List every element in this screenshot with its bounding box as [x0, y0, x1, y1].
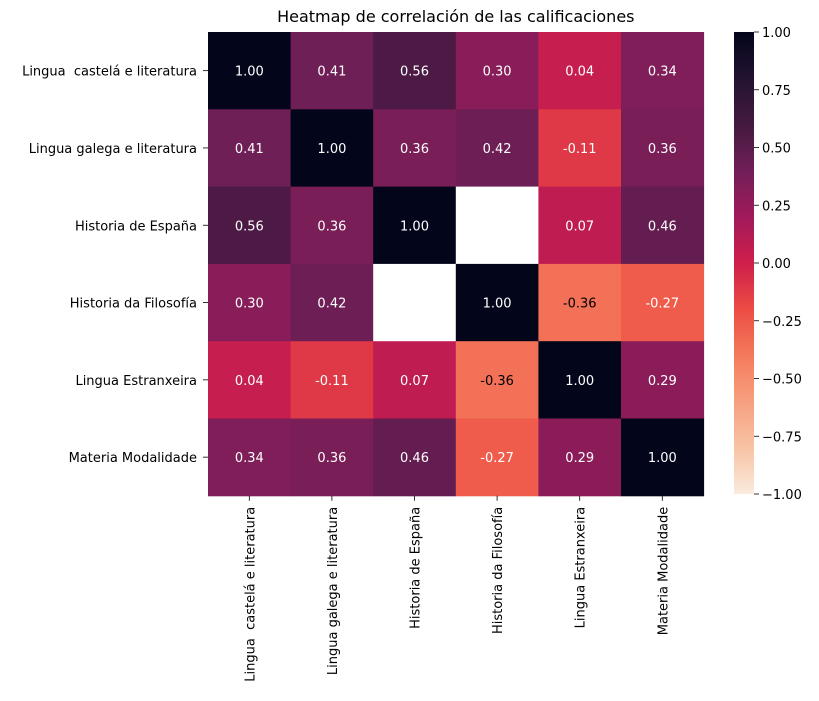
heatmap-cell-label-r3-c3: 1.00	[483, 297, 512, 312]
colorbar	[734, 32, 754, 494]
colorbar-tick-label-0: 1.00	[762, 26, 791, 41]
heatmap-cell-r2-c5	[621, 186, 705, 265]
heatmap-cell-r3-c2	[373, 263, 457, 342]
row-tick-label-3: Historia da Filosofía	[70, 297, 197, 312]
heatmap-cell-r3-c4	[538, 263, 622, 342]
heatmap-cell-label-r3-c1: 0.42	[317, 297, 346, 312]
colorbar-ticks: 1.00 0.75 0.50 0.25 0.00 −0.25 −0.50 −0.75 −1.00	[754, 26, 802, 503]
row-tick-label-1: Lingua galega e literatura	[29, 142, 197, 157]
heatmap-cell-label-r0-c3: 0.30	[483, 65, 512, 80]
heatmap-cell-label-r4-c2: 0.07	[400, 374, 429, 389]
heatmap-cell-label-r0-c4: 0.04	[565, 65, 594, 80]
heatmap-cell-label-r3-c4: -0.36	[563, 297, 597, 312]
heatmap-cell-r1-c1	[290, 109, 374, 188]
colorbar-tick-label-4: 0.00	[762, 257, 791, 272]
heatmap-cell-r4-c1	[290, 341, 374, 419]
heatmap-cell-label-r2-c4: 0.07	[565, 219, 594, 234]
heatmap-cell-label-r4-c1: -0.11	[315, 374, 349, 389]
heatmap-cell-r1-c2	[373, 109, 457, 188]
heatmap-cell-label-r2-c1: 0.36	[317, 219, 346, 234]
heatmap-cell-r2-c3	[455, 186, 539, 265]
col-tick-label-1: Lingua galega e literatura	[326, 507, 341, 675]
heatmap-cell-r5-c2	[373, 418, 457, 497]
heatmap-cell-r4-c2	[373, 341, 457, 419]
heatmap-cell-label-r5-c3: -0.27	[480, 451, 514, 466]
heatmap-cell-r5-c5	[621, 418, 705, 497]
heatmap-cell-label-r5-c1: 0.36	[317, 451, 346, 466]
heatmap-cell-label-r2-c0: 0.56	[235, 219, 264, 234]
col-tick-label-3: Historia da Filosofía	[491, 507, 506, 634]
row-tick-label-2: Historia de España	[75, 219, 197, 234]
heatmap-cell-label-r0-c0: 1.00	[235, 65, 264, 80]
col-tick-label-5: Materia Modalidade	[656, 507, 671, 635]
colorbar-tick-label-5: −0.25	[762, 315, 802, 330]
col-tick-label-0: Lingua castelá e literatura	[243, 507, 258, 682]
heatmap-cell-label-r5-c0: 0.34	[235, 451, 264, 466]
heatmap-cell-r4-c4	[538, 341, 622, 419]
heatmap-cell-r4-c3	[455, 341, 539, 419]
heatmap-cell-r1-c5	[621, 109, 705, 188]
heatmap-cell-r4-c5	[621, 341, 705, 419]
heatmap-cell-r5-c0	[208, 418, 292, 497]
heatmap-cell-label-r1-c4: -0.11	[563, 142, 597, 157]
heatmap-cell-r0-c5	[621, 32, 705, 110]
heatmap-cell-r0-c1	[290, 32, 374, 110]
colorbar-tick-label-8: −1.00	[762, 488, 802, 503]
heatmap-cell-r2-c4	[538, 186, 622, 265]
chart-title: Heatmap de correlación de las calificaci…	[277, 7, 634, 26]
heatmap-cell-r5-c1	[290, 418, 374, 497]
heatmap-cell-r3-c0	[208, 263, 292, 342]
heatmap-cells: 1.00 0.41 0.56 0.30 0.04 0.34 0.41 1.00 0.36 0.42…	[208, 32, 705, 497]
row-tick-labels: Lingua castelá e literatura Lingua galega…	[22, 65, 208, 466]
heatmap-cell-label-r1-c1: 1.00	[317, 142, 346, 157]
heatmap-cell-label-r3-c5: -0.27	[645, 297, 679, 312]
heatmap-cell-label-r5-c4: 0.29	[565, 451, 594, 466]
heatmap-cell-label-r0-c1: 0.41	[317, 65, 346, 80]
heatmap-cell-r0-c2	[373, 32, 457, 110]
colorbar-tick-label-2: 0.50	[762, 142, 791, 157]
row-tick-label-0: Lingua castelá e literatura	[22, 65, 197, 80]
heatmap-cell-label-r2-c2: 1.00	[400, 219, 429, 234]
heatmap-cell-r1-c0	[208, 109, 292, 188]
heatmap-cell-label-r1-c2: 0.36	[400, 142, 429, 157]
heatmap-cell-label-r3-c0: 0.30	[235, 297, 264, 312]
heatmap-cell-r0-c4	[538, 32, 622, 110]
colorbar-tick-label-1: 0.75	[762, 84, 791, 99]
colorbar-tick-label-7: −0.75	[762, 430, 802, 445]
heatmap-cell-label-r4-c4: 1.00	[565, 374, 594, 389]
col-tick-label-4: Lingua Estranxeira	[574, 507, 589, 629]
heatmap-cell-label-r5-c2: 0.46	[400, 451, 429, 466]
col-tick-labels: Lingua castelá e literatura Lingua galega…	[243, 495, 671, 682]
heatmap-cell-label-r4-c5: 0.29	[648, 374, 677, 389]
heatmap-cell-r5-c4	[538, 418, 622, 497]
heatmap-cell-label-r2-c5: 0.46	[648, 219, 677, 234]
heatmap-cell-label-r1-c5: 0.36	[648, 142, 677, 157]
heatmap-cell-label-r4-c0: 0.04	[235, 374, 264, 389]
row-tick-label-5: Materia Modalidade	[69, 451, 197, 466]
heatmap-cell-label-r5-c5: 1.00	[648, 451, 677, 466]
row-tick-label-4: Lingua Estranxeira	[75, 374, 197, 389]
heatmap-cell-r2-c2	[373, 186, 457, 265]
heatmap-cell-label-r1-c3: 0.42	[483, 142, 512, 157]
heatmap-cell-r1-c3	[455, 109, 539, 188]
heatmap-cell-r4-c0	[208, 341, 292, 419]
heatmap-cell-r2-c1	[290, 186, 374, 265]
heatmap-cell-r3-c5	[621, 263, 705, 342]
heatmap-cell-r2-c0	[208, 186, 292, 265]
heatmap-cell-r3-c1	[290, 263, 374, 342]
heatmap-cell-r5-c3	[455, 418, 539, 497]
heatmap-cell-label-r4-c3: -0.36	[480, 374, 514, 389]
colorbar-tick-label-3: 0.25	[762, 199, 791, 214]
heatmap-cell-label-r0-c2: 0.56	[400, 65, 429, 80]
heatmap-cell-r3-c3	[455, 263, 539, 342]
col-tick-label-2: Historia de España	[409, 507, 424, 629]
heatmap-cell-r1-c4	[538, 109, 622, 188]
colorbar-tick-label-6: −0.50	[762, 373, 802, 388]
heatmap-cell-r0-c3	[455, 32, 539, 110]
heatmap-cell-r0-c0	[208, 32, 292, 110]
heatmap-cell-label-r0-c5: 0.34	[648, 65, 677, 80]
heatmap-cell-label-r1-c0: 0.41	[235, 142, 264, 157]
